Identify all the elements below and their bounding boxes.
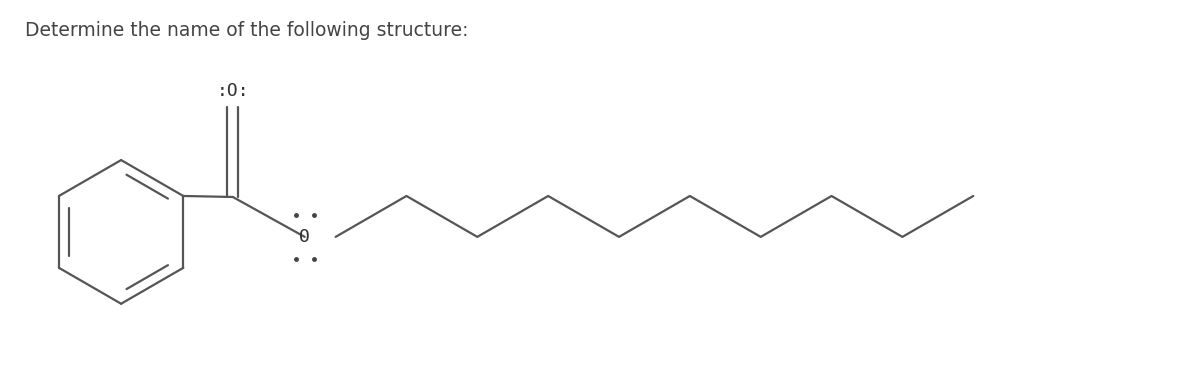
Text: :O:: :O: [216, 82, 250, 100]
Text: O: O [299, 228, 310, 246]
Text: Determine the name of the following structure:: Determine the name of the following stru… [25, 21, 469, 40]
